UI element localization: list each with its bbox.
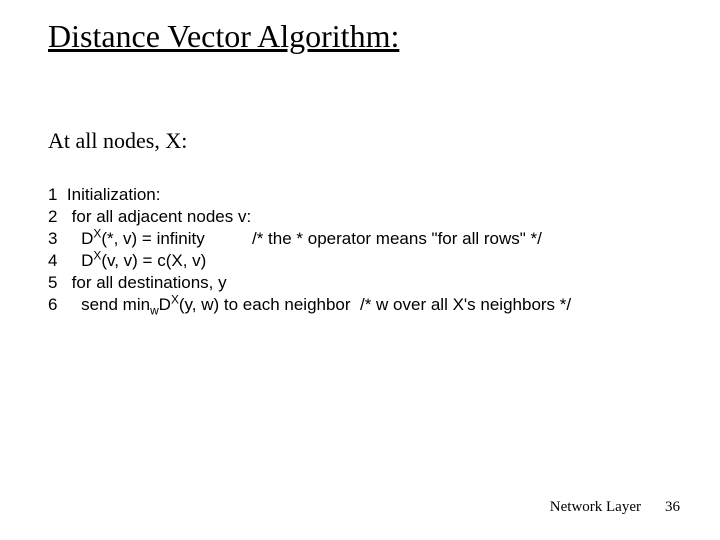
code-line-2: 2 for all adjacent nodes v:: [48, 206, 571, 228]
slide-subtitle: At all nodes, X:: [48, 128, 187, 154]
code-sub: w: [150, 304, 159, 318]
code-line-1: 1 Initialization:: [48, 184, 571, 206]
code-line-6: 6 send minwDX(y, w) to each neighbor /* …: [48, 294, 571, 316]
code-text: D: [159, 295, 171, 314]
code-comment: /* the * operator means "for all rows" *…: [252, 229, 542, 248]
code-sup: X: [171, 293, 179, 307]
line-number: 4: [48, 251, 57, 270]
line-number: 3: [48, 229, 57, 248]
code-text: send min: [81, 295, 150, 314]
footer-section: Network Layer: [550, 499, 641, 515]
code-text: (*, v) = infinity: [101, 229, 204, 248]
code-text: for all adjacent nodes v:: [72, 207, 252, 226]
footer-page-number: 36: [665, 499, 680, 515]
code-text: for all destinations, y: [72, 273, 227, 292]
slide: Distance Vector Algorithm: At all nodes,…: [0, 0, 720, 540]
code-text: (v, v) = c(X, v): [101, 251, 206, 270]
code-text: D: [81, 229, 93, 248]
code-text: D: [81, 251, 93, 270]
line-number: 1: [48, 185, 57, 204]
line-number: 5: [48, 273, 57, 292]
code-line-4: 4 DX(v, v) = c(X, v): [48, 250, 571, 272]
code-line-5: 5 for all destinations, y: [48, 272, 571, 294]
slide-title: Distance Vector Algorithm:: [48, 18, 399, 55]
algorithm-code-block: 1 Initialization: 2 for all adjacent nod…: [48, 184, 571, 317]
code-text: Initialization:: [67, 185, 161, 204]
slide-footer: Network Layer 36: [550, 499, 680, 516]
line-number: 2: [48, 207, 57, 226]
code-line-3: 3 DX(*, v) = infinity /* the * operator …: [48, 228, 571, 250]
code-text: (y, w) to each neighbor /* w over all X'…: [179, 295, 571, 314]
line-number: 6: [48, 295, 57, 314]
